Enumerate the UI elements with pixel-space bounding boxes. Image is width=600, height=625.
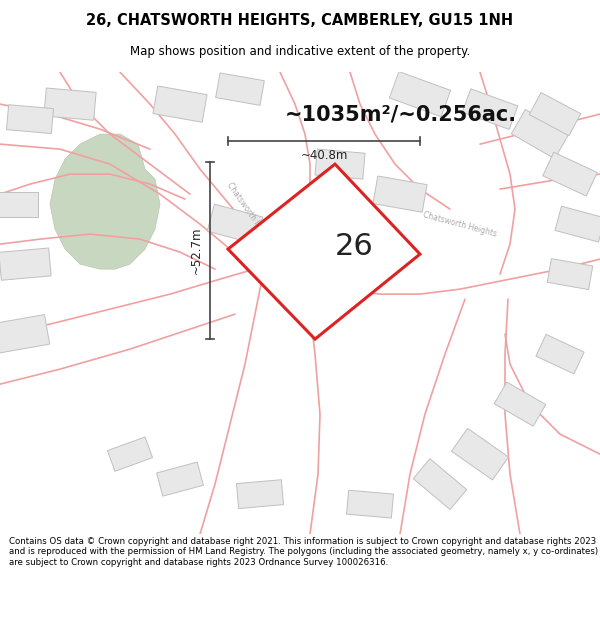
Text: Chatsworth Heights: Chatsworth Heights [422,210,498,238]
Polygon shape [44,88,96,120]
Polygon shape [228,164,420,339]
Text: ~40.8m: ~40.8m [301,149,347,162]
Polygon shape [373,176,427,212]
Text: ~52.7m: ~52.7m [190,227,203,274]
Polygon shape [413,459,467,509]
Polygon shape [494,382,546,426]
Polygon shape [347,490,394,518]
Polygon shape [536,334,584,374]
Polygon shape [555,206,600,242]
Text: Chatsworth Heights: Chatsworth Heights [224,181,275,248]
Text: 26, CHATSWORTH HEIGHTS, CAMBERLEY, GU15 1NH: 26, CHATSWORTH HEIGHTS, CAMBERLEY, GU15 … [86,12,514,28]
Polygon shape [462,89,518,129]
Polygon shape [451,428,509,480]
Polygon shape [315,149,365,179]
Polygon shape [207,204,263,244]
Polygon shape [7,105,53,134]
Text: Map shows position and indicative extent of the property.: Map shows position and indicative extent… [130,45,470,58]
Polygon shape [0,192,37,217]
Text: Contains OS data © Crown copyright and database right 2021. This information is : Contains OS data © Crown copyright and d… [9,537,598,567]
Polygon shape [215,73,265,106]
Polygon shape [157,462,203,496]
Text: ~1035m²/~0.256ac.: ~1035m²/~0.256ac. [285,104,517,124]
Polygon shape [529,92,581,136]
Polygon shape [389,72,451,117]
Polygon shape [0,314,50,354]
Polygon shape [107,437,152,471]
Polygon shape [547,259,593,289]
Polygon shape [0,248,51,280]
Polygon shape [153,86,207,123]
Polygon shape [50,134,160,269]
Polygon shape [511,109,569,159]
Text: 26: 26 [335,232,374,261]
Polygon shape [543,152,597,196]
Polygon shape [236,480,284,509]
